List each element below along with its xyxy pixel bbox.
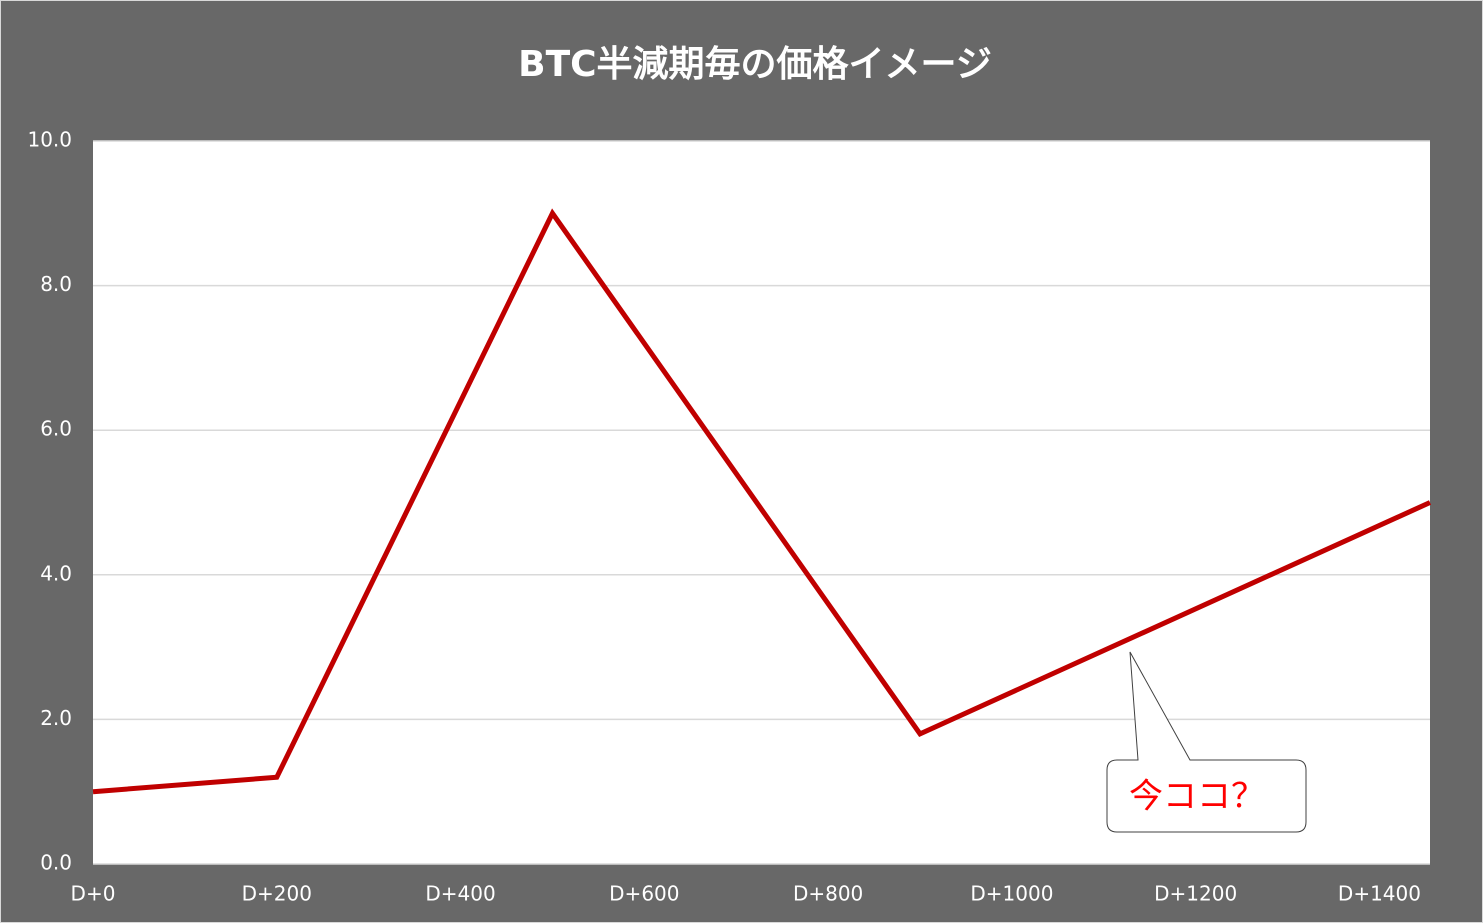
y-tick-label: 10.0	[27, 128, 72, 152]
y-tick-label: 6.0	[40, 417, 72, 441]
annotation-text: 今ココ？	[1129, 777, 1265, 817]
chart-title: BTC半減期毎の価格イメージ	[518, 44, 992, 85]
x-tick-label: D+600	[609, 882, 679, 906]
y-tick-label: 0.0	[40, 851, 72, 875]
plot-area	[93, 141, 1430, 864]
x-tick-label: D+400	[425, 882, 495, 906]
x-tick-label: D+1200	[1154, 882, 1237, 906]
x-tick-label: D+1000	[970, 882, 1053, 906]
x-tick-label: D+800	[793, 882, 863, 906]
x-tick-label: D+200	[242, 882, 312, 906]
y-tick-label: 2.0	[40, 706, 72, 730]
x-tick-label: D+0	[71, 882, 116, 906]
x-tick-label: D+1400	[1338, 882, 1421, 906]
line-series	[92, 208, 1432, 795]
y-tick-label: 8.0	[40, 272, 72, 296]
callout	[1106, 651, 1307, 833]
y-tick-label: 4.0	[40, 561, 72, 585]
